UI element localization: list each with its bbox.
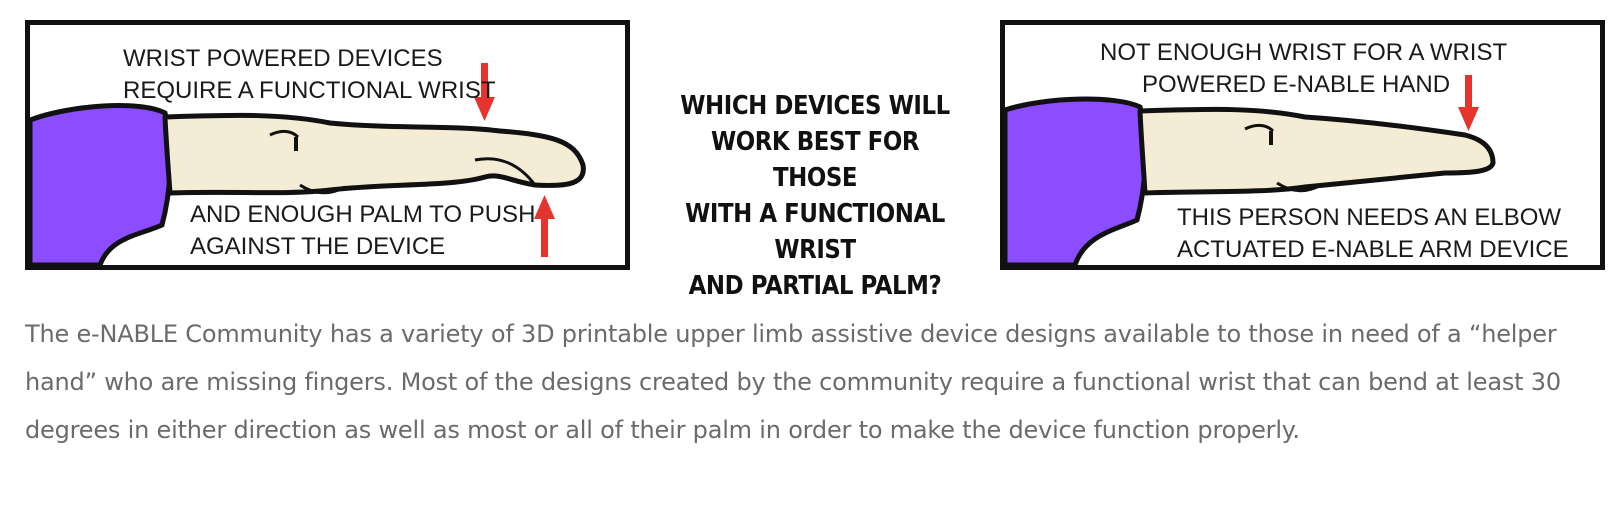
arm-illustration [1005,75,1496,265]
caption-line: THIS PERSON NEEDS AN ELBOW [1177,204,1562,231]
caption-top: WRIST POWERED DEVICES REQUIRE A FUNCTION… [123,43,495,107]
sleeve-shape [30,103,174,265]
down-arrow-icon [474,63,495,121]
question-line: AND PARTIAL PALM? [688,271,942,301]
sleeve-shape [1005,96,1149,265]
caption-bottom: AND ENOUGH PALM TO PUSH AGAINST THE DEVI… [190,199,535,263]
question-line: WHICH DEVICES WILL [680,91,950,121]
question-line: WITH A FUNCTIONAL WRIST [685,199,945,265]
caption-line: AGAINST THE DEVICE [190,233,446,260]
illustration-panel-elbow-device: NOT ENOUGH WRIST FOR A WRIST POWERED E-N… [1000,20,1605,270]
question-line: WORK BEST FOR THOSE [710,127,920,193]
caption-line: POWERED E-NABLE HAND [1142,71,1451,98]
caption-line: AND ENOUGH PALM TO PUSH [190,201,536,228]
caption-bottom: THIS PERSON NEEDS AN ELBOW ACTUATED E-NA… [1177,202,1569,265]
caption-line: WRIST POWERED DEVICES [123,45,443,72]
forearm-hand-shape [162,112,586,196]
body-paragraph: The e-NABLE Community has a variety of 3… [25,320,1561,444]
forearm-shape [1137,106,1496,196]
caption-line: REQUIRE A FUNCTIONAL WRIST [123,77,496,104]
caption-line: ACTUATED E-NABLE ARM DEVICE [1177,236,1569,263]
caption-line: NOT ENOUGH WRIST FOR A WRIST [1100,39,1508,66]
up-arrow-icon [534,195,555,257]
center-question: WHICH DEVICES WILL WORK BEST FOR THOSE W… [665,88,964,304]
arm-illustration [30,63,586,265]
down-arrow-icon [1458,75,1479,131]
illustration-panel-functional-wrist: WRIST POWERED DEVICES REQUIRE A FUNCTION… [25,20,630,270]
caption-top: NOT ENOUGH WRIST FOR A WRIST POWERED E-N… [1100,37,1507,101]
